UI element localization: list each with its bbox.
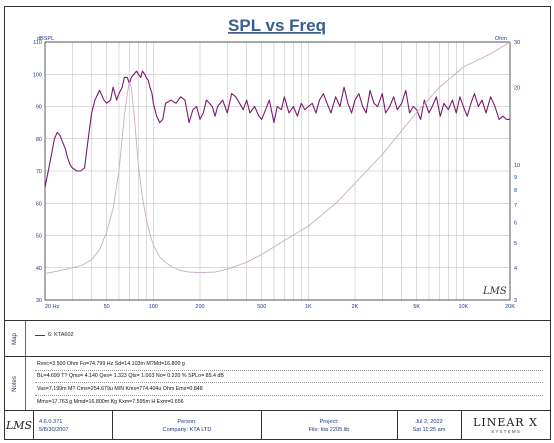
spl-chart: SPL vs Freq dBSPL Ohm 30 40 50 60 70 80 90 100 1… <box>33 16 520 310</box>
note-separator <box>35 370 543 371</box>
note-line: Mms=17.763 g Mmd=16.800m Kg Kxm=7.595m H… <box>37 399 184 405</box>
project-label: Project: <box>319 418 339 425</box>
map-section-label: Map <box>5 321 26 357</box>
linearx-subtitle: S Y S T E M S <box>491 428 520 434</box>
footer-person-cell: Person: Company: KTA LTD <box>113 411 262 440</box>
y-left-tick-label: 40 <box>36 266 42 272</box>
y-left-tick-label: 50 <box>36 234 42 240</box>
note-separator <box>35 395 543 396</box>
plot-area-border <box>44 41 511 301</box>
x-tick-label: 200 <box>195 304 204 310</box>
y-right-unit-label: Ohm <box>495 36 507 42</box>
legend-entry: 6: KTA602 <box>35 332 74 338</box>
x-tick-label: 2K <box>352 304 359 310</box>
impedance-curve <box>44 41 511 274</box>
lms-watermark: LMS <box>482 286 507 297</box>
y-left-unit-label: dBSPL <box>37 36 54 42</box>
x-tick-label: 20K <box>505 304 515 310</box>
footer-project-cell: Project: File: kta 2205.lib <box>261 411 398 440</box>
project-value: File: kta 2205.lib <box>308 426 350 433</box>
chart-title: SPL vs Freq <box>228 16 326 35</box>
person-label: Person: <box>177 418 197 425</box>
linearx-logo: LINEAR X <box>473 415 538 429</box>
note-separator <box>35 382 543 383</box>
map-panel: Map <box>5 320 550 357</box>
grid <box>45 41 510 301</box>
y-left-tick-label: 30 <box>36 298 42 304</box>
footer-version-cell: 4.6.0.371 5/8/30/2007 <box>33 411 113 440</box>
lms-logo: LMS <box>5 418 33 432</box>
footer-time: Sat 11:25 am <box>412 426 446 433</box>
x-tick-label: 50 <box>104 304 110 310</box>
x-tick-label: 100 <box>149 304 158 310</box>
legend-label: 6: KTA602 <box>48 332 74 338</box>
footer-brand-cell: LINEAR X S Y S T E M S <box>461 411 550 440</box>
y-left-tick-label: 110 <box>33 40 42 46</box>
y-left-tick-label: 70 <box>36 169 42 175</box>
y-right-tick-label: 3 <box>514 298 517 304</box>
y-right-tick-label: 5 <box>514 241 517 247</box>
y-right-tick-label: 6 <box>514 220 517 226</box>
y-right-tick-label: 8 <box>514 188 517 194</box>
person-value: Company: KTA LTD <box>162 426 212 433</box>
y-right-tick-label: 30 <box>514 40 520 46</box>
footer-date-cell: Jul 2, 2022 Sat 11:25 am <box>397 411 462 440</box>
y-right-tick-label: 20 <box>514 85 520 91</box>
x-tick-label: 500 <box>257 304 266 310</box>
x-tick-label: 20 Hz <box>45 304 60 310</box>
footer-date: Jul 2, 2022 <box>415 418 443 425</box>
legend-swatch <box>35 334 45 336</box>
version-date: 5/8/30/2007 <box>39 426 69 433</box>
spl-curve <box>44 70 510 188</box>
y-left-tick-label: 90 <box>36 105 42 111</box>
y-right-tick-label: 10 <box>514 163 520 169</box>
report-frame: SPL vs Freq dBSPL Ohm 30 40 50 60 70 80 90 100 1… <box>4 6 551 440</box>
footer-logo-cell: LMS <box>5 411 34 440</box>
y-right-tick-label: 7 <box>514 203 517 209</box>
footer: LMS 4.6.0.371 5/8/30/2007 Person: Compan… <box>5 410 550 440</box>
note-line: Vas=7.199m M? Cms=254.679u M/N Kms=774.4… <box>37 386 203 392</box>
x-tick-label: 5K <box>413 304 420 310</box>
y-left-tick-label: 80 <box>36 137 42 143</box>
y-left-tick-label: 60 <box>36 201 42 207</box>
note-line: BL=4.699 T? Qms= 4.140 Qes= 1.323 Qts= 1… <box>37 373 224 379</box>
y-right-tick-label: 9 <box>514 175 517 181</box>
series-layer <box>44 41 511 274</box>
notes-section-label: Notes <box>5 357 26 411</box>
version-text: 4.6.0.371 <box>39 418 63 425</box>
y-right-tick-label: 4 <box>514 266 517 272</box>
note-line: Revc=3.500 Ohm Fo=74.799 Hz Sd=14.103m M… <box>37 361 185 367</box>
x-tick-label: 10K <box>458 304 468 310</box>
y-left-tick-label: 100 <box>33 72 42 78</box>
x-tick-label: 1K <box>305 304 312 310</box>
notes-panel: Notes <box>5 356 550 411</box>
